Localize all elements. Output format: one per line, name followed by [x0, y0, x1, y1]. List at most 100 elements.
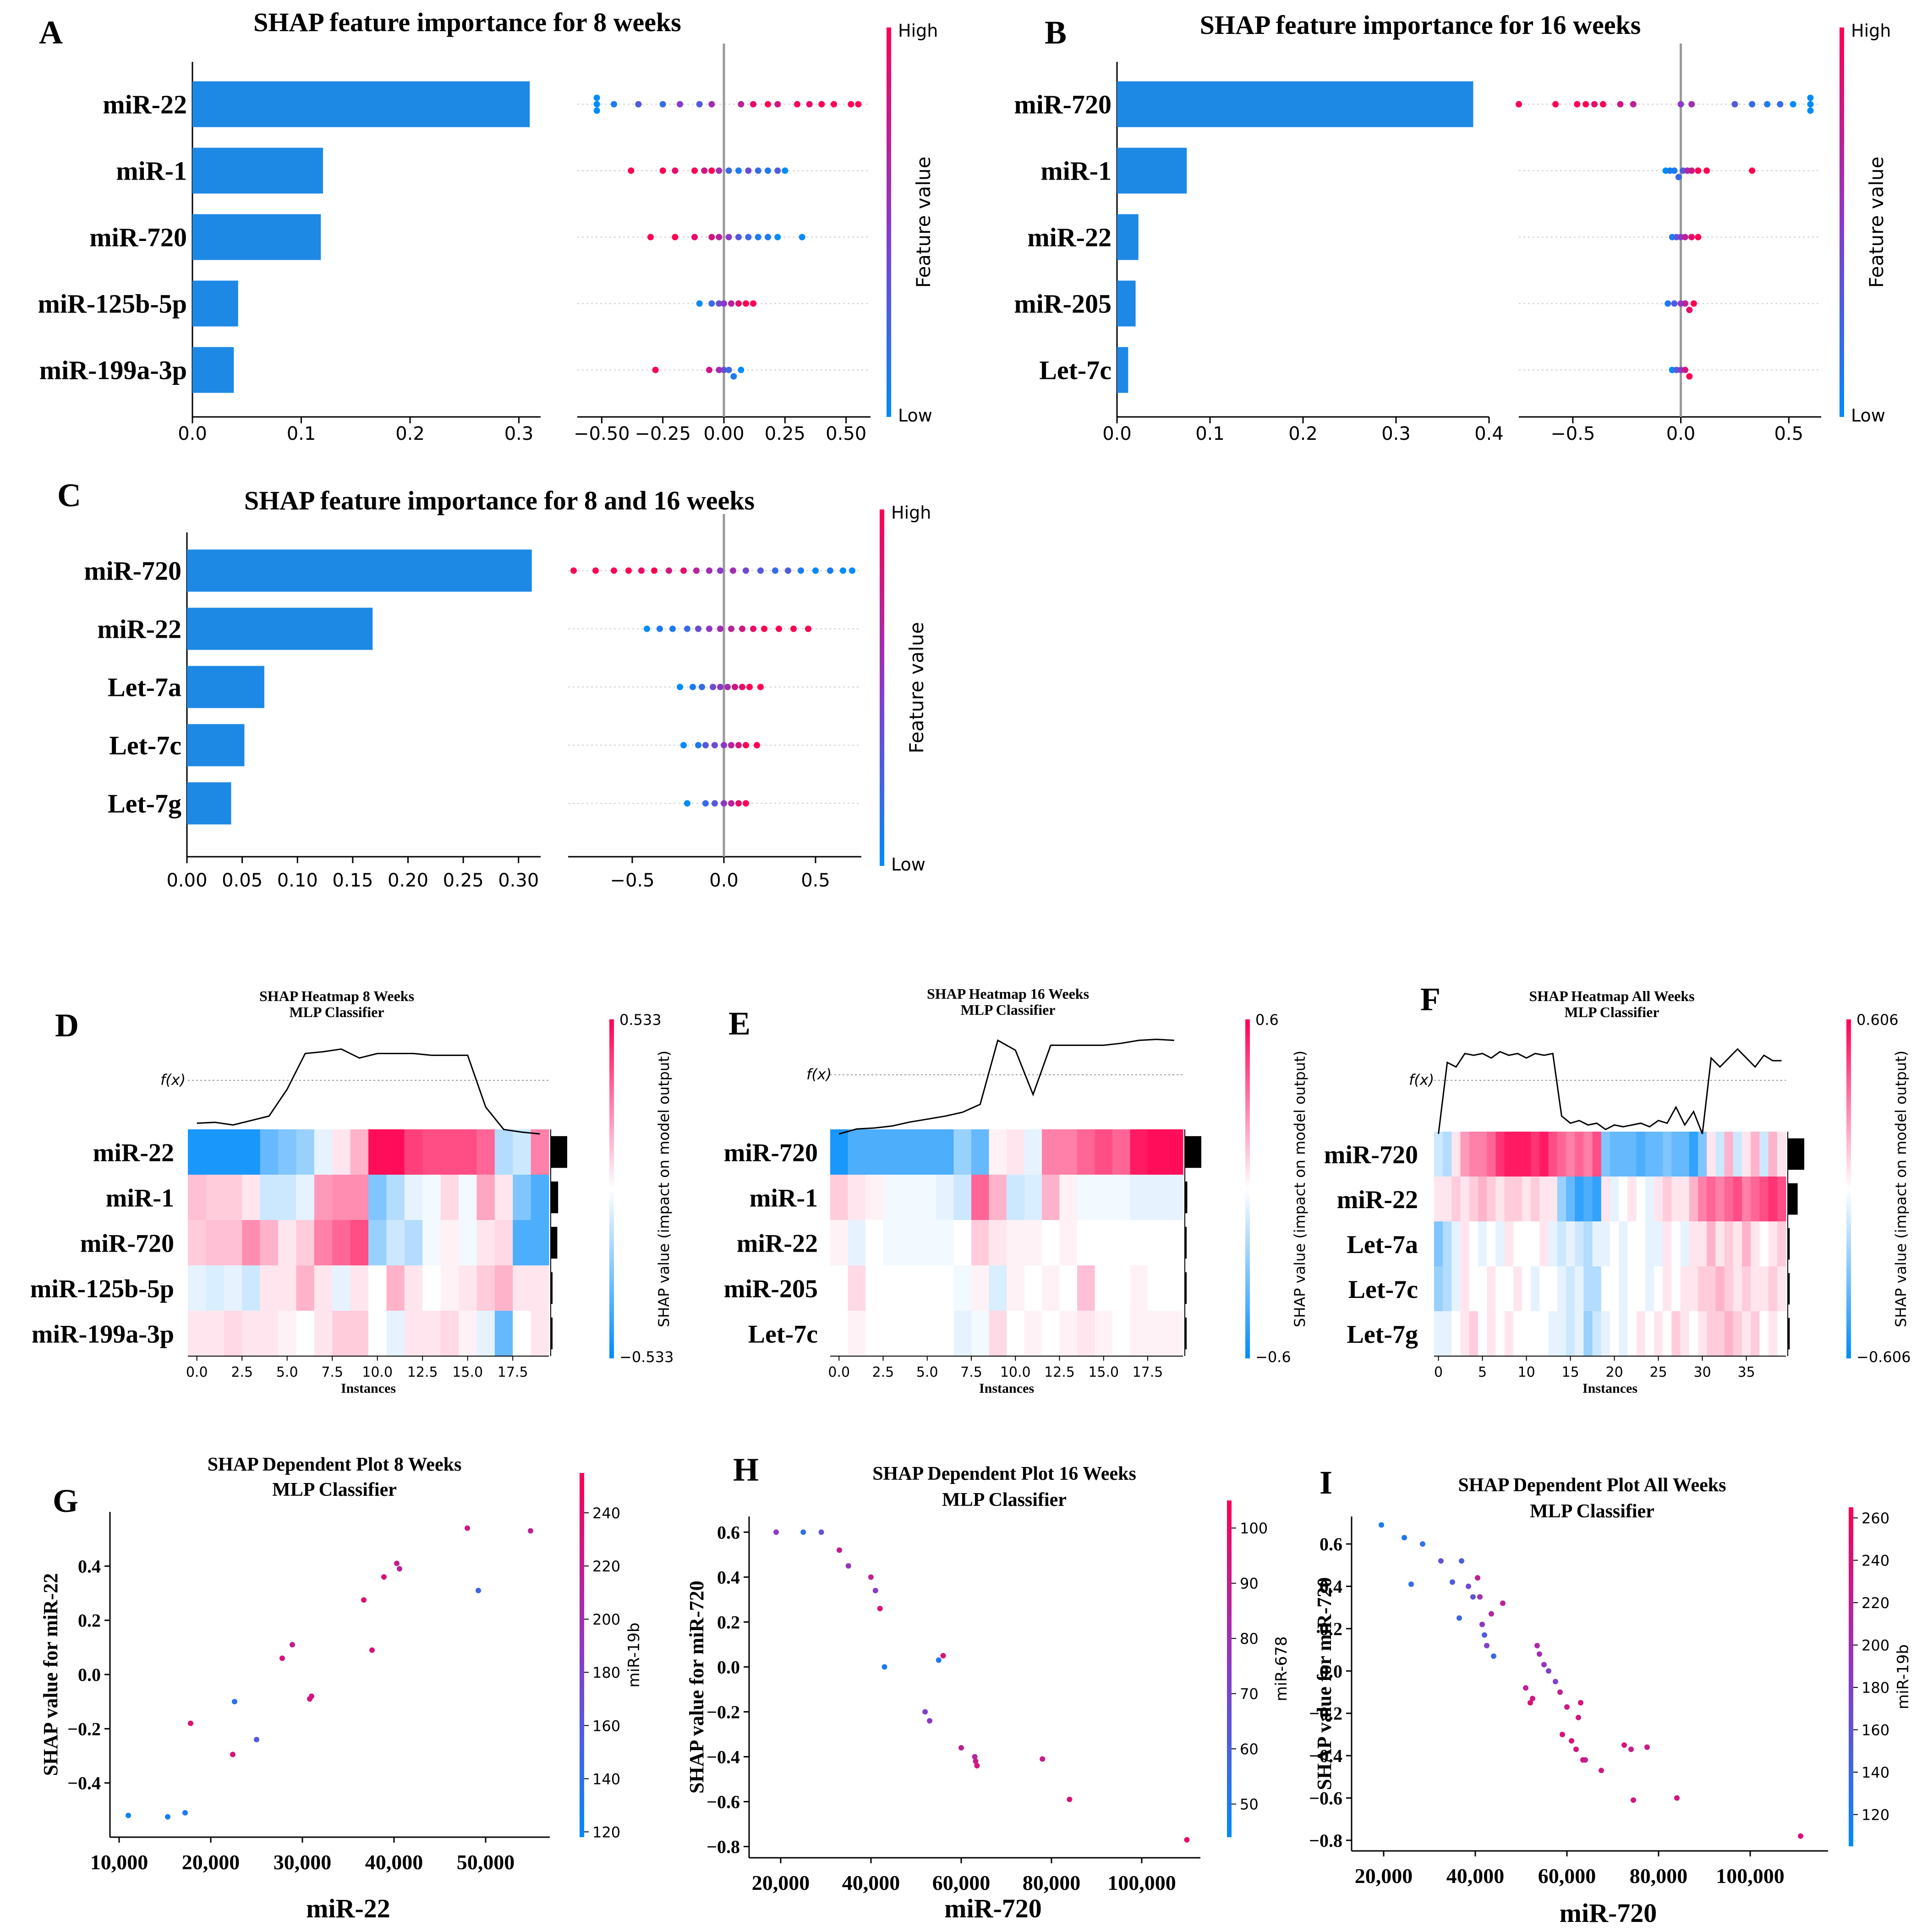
- colorbar-low-label: Low: [1851, 405, 1885, 426]
- panel-letter-a: A: [39, 14, 63, 51]
- heatmap-cell: [1077, 1175, 1095, 1220]
- heatmap-cell: [1112, 1265, 1131, 1311]
- beeswarm-point: [765, 167, 771, 174]
- fx-label: f(x): [1409, 1071, 1434, 1089]
- heatmap-cell: [1522, 1177, 1531, 1222]
- heatmap-cell: [1443, 1177, 1452, 1222]
- beeswarm-point: [1749, 167, 1756, 174]
- beeswarm-point: [735, 167, 742, 174]
- beeswarm-point: [1574, 101, 1581, 108]
- beeswarm-point: [1682, 367, 1688, 373]
- beeswarm-point: [644, 625, 650, 632]
- heatmap-cell: [1557, 1311, 1566, 1357]
- heatmap-cell: [1165, 1220, 1183, 1266]
- heatmap-cell: [953, 1311, 972, 1357]
- heatmap-cell: [1707, 1177, 1716, 1222]
- scatter-y-tick-label: −0.4: [67, 1773, 101, 1794]
- heatmap-cell: [1130, 1175, 1148, 1220]
- heatmap-x-tick-label: 20: [1606, 1364, 1623, 1380]
- heatmap-feature-label: miR-205: [724, 1275, 818, 1303]
- scatter-point: [1674, 1795, 1680, 1801]
- heatmap-cell: [936, 1265, 954, 1311]
- scatter-x-tick-label: 20,000: [752, 1871, 810, 1894]
- scatter-point: [872, 1587, 878, 1593]
- heatmap-feature-label: Let-7g: [1347, 1320, 1418, 1349]
- beeswarm-point: [684, 625, 690, 632]
- heatmap-cell: [1112, 1175, 1131, 1220]
- scatter-point: [1438, 1558, 1444, 1564]
- heatmap-cell: [476, 1129, 495, 1175]
- beeswarm-x-tick-label: −0.50: [574, 423, 630, 444]
- bar-miR-22: [192, 81, 530, 127]
- panel-letter-d: D: [55, 1007, 79, 1044]
- scatter-point: [837, 1547, 842, 1553]
- beeswarm-point: [696, 101, 703, 108]
- scatter-point: [1564, 1704, 1570, 1710]
- scatter-y-tick-label: 0.0: [1320, 1661, 1342, 1681]
- heatmap-x-tick-label: 35: [1738, 1364, 1755, 1380]
- heatmap-cell: [1531, 1177, 1540, 1222]
- heatmap-cell: [1610, 1177, 1619, 1222]
- beeswarm-x-tick-label: 0.50: [826, 423, 866, 444]
- beeswarm-point: [1807, 101, 1814, 108]
- heatmap-cell: [368, 1265, 387, 1311]
- scatter-point: [1628, 1746, 1634, 1752]
- heatmap-cell: [1451, 1177, 1461, 1222]
- heatmap-cell: [1077, 1265, 1095, 1311]
- heatmap-feature-label: miR-720: [724, 1139, 818, 1167]
- panel-i-dependence-all-weeks: I SHAP Dependent Plot All Weeks MLP Clas…: [1309, 1464, 1912, 1928]
- heatmap-x-tick-label: 12.5: [407, 1364, 438, 1380]
- heatmap-cell: [513, 1265, 531, 1311]
- beeswarm-point: [721, 742, 727, 749]
- scatter-x-tick-label: 80,000: [1630, 1864, 1688, 1888]
- heatmap-cell: [368, 1220, 387, 1266]
- heatmap-cell: [901, 1311, 919, 1357]
- scatter-point: [1379, 1522, 1384, 1528]
- beeswarm-point: [702, 800, 709, 807]
- heatmap-cell: [1689, 1132, 1698, 1177]
- beeswarm-point: [708, 101, 715, 108]
- scatter-point: [1479, 1621, 1485, 1627]
- bar-x-tick-label: 0.1: [1195, 423, 1225, 444]
- heatmap-cell: [1610, 1311, 1619, 1357]
- feature-label: miR-199a-3p: [39, 356, 187, 385]
- colorbar-tick-label: 80: [1240, 1630, 1259, 1647]
- heatmap-cell: [350, 1311, 369, 1357]
- heatmap-cell: [1583, 1132, 1593, 1177]
- scatter-point: [1475, 1575, 1480, 1581]
- scatter-point: [818, 1529, 824, 1535]
- heatmap-cell: [1663, 1177, 1672, 1222]
- fx-line: [1438, 1048, 1782, 1134]
- heatmap-cell: [1434, 1132, 1443, 1177]
- scatter-point: [958, 1745, 964, 1751]
- heatmap-cell: [1592, 1132, 1602, 1177]
- scatter-x-tick-label: 40,000: [1446, 1864, 1505, 1888]
- heatmap-cell: [1024, 1175, 1042, 1220]
- heatmap-importance-bar: [1788, 1138, 1804, 1170]
- heatmap-cell: [1575, 1221, 1584, 1267]
- beeswarm-point: [1682, 300, 1688, 307]
- colorbar-tick-label: 140: [592, 1770, 620, 1788]
- colorbar-vmin-label: −0.606: [1856, 1348, 1911, 1366]
- heatmap-cell: [494, 1311, 513, 1357]
- heatmap-cell: [1627, 1132, 1637, 1177]
- beeswarm-x-tick-label: 0.25: [765, 423, 805, 444]
- colorbar-tick-label: 160: [1862, 1722, 1889, 1739]
- colorbar-tick-label: 200: [592, 1611, 620, 1628]
- scatter-point: [394, 1560, 400, 1566]
- heatmap-cell: [1733, 1221, 1742, 1267]
- heatmap-cell: [848, 1129, 866, 1175]
- heatmap-cell: [1539, 1221, 1549, 1267]
- scatter-x-tick-label: 60,000: [932, 1871, 991, 1894]
- colorbar-high-label: High: [1851, 21, 1891, 41]
- feature-label: miR-720: [84, 556, 181, 586]
- heatmap-cell: [971, 1265, 990, 1311]
- heatmap-x-tick-label: 12.5: [1044, 1364, 1075, 1380]
- scatter-point: [1541, 1662, 1547, 1668]
- scatter-point: [1523, 1685, 1528, 1691]
- beeswarm-point: [754, 742, 760, 749]
- panel-h-subtitle: MLP Classifier: [942, 1489, 1067, 1511]
- beeswarm-point: [1749, 101, 1756, 108]
- beeswarm-x-tick-label: 0.0: [709, 870, 739, 891]
- beeswarm-point: [750, 625, 756, 632]
